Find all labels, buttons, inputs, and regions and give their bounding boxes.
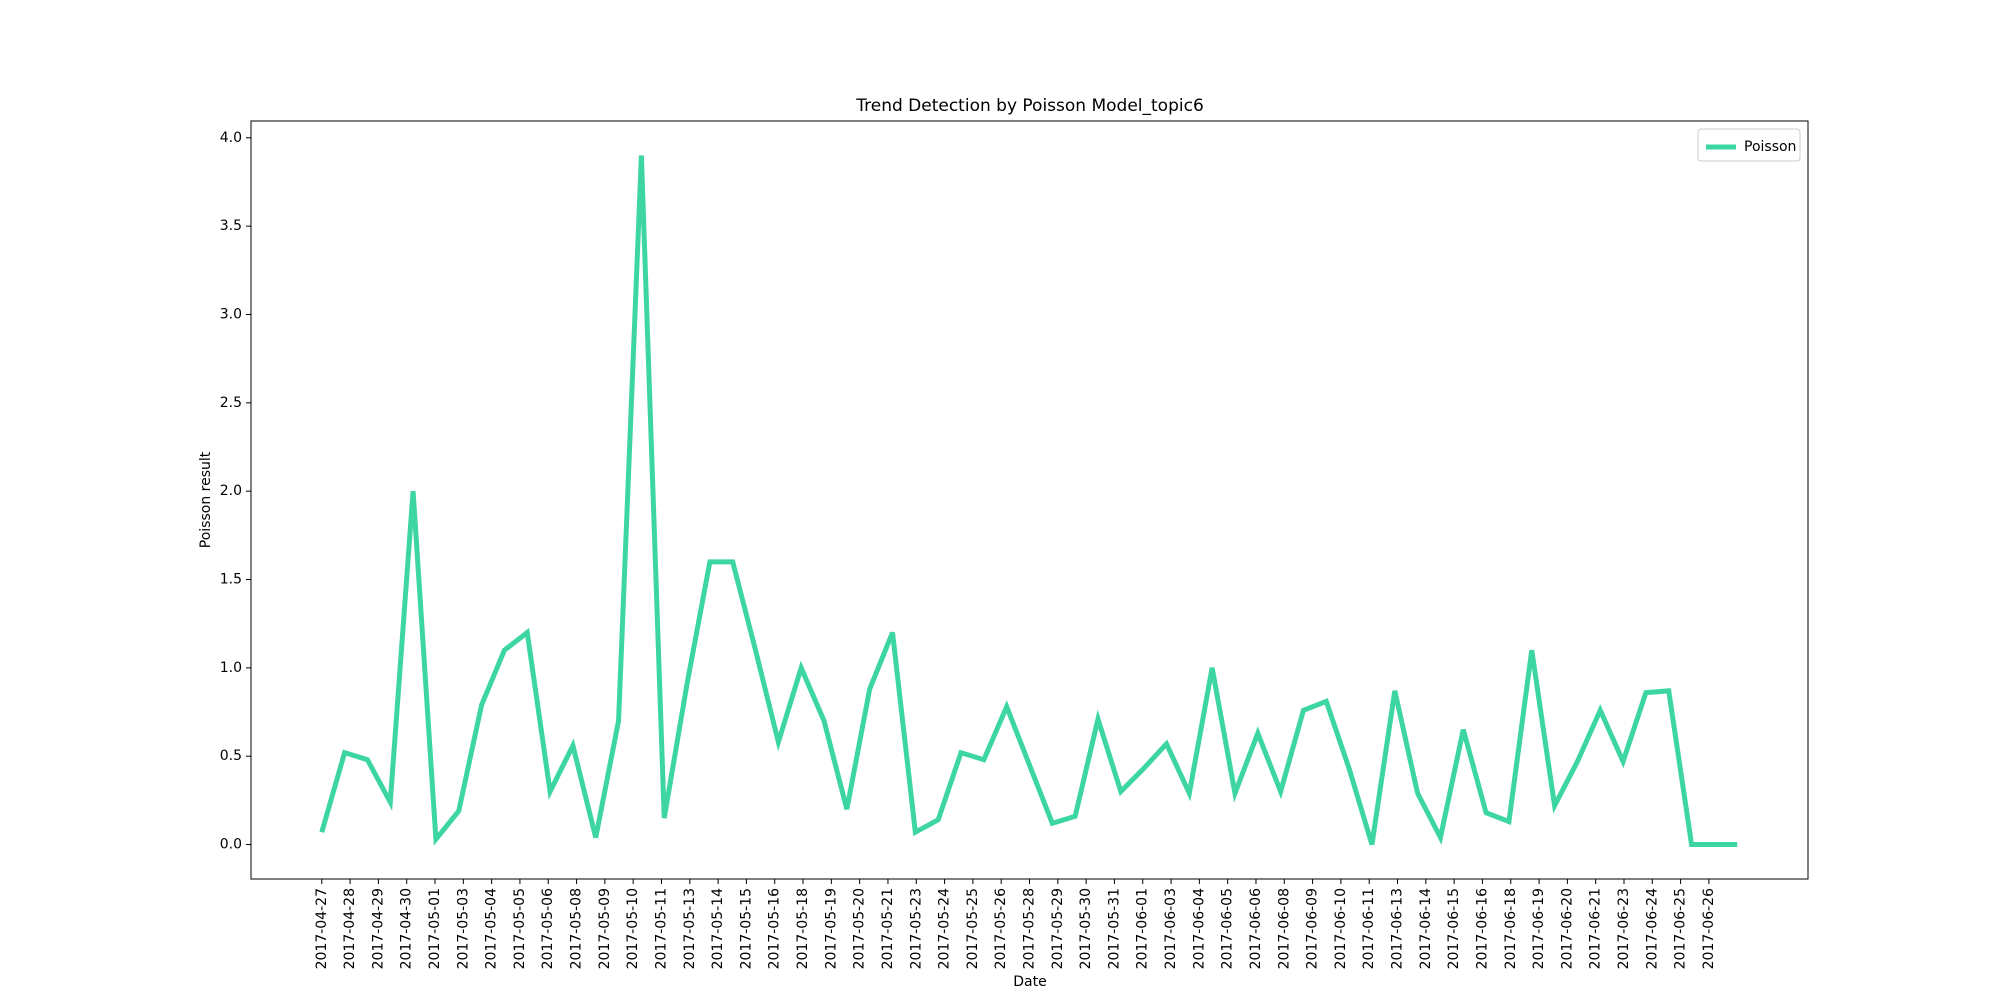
y-tick-label: 0.5 [220,748,242,764]
x-tick-label: 2017-05-23 [908,888,924,969]
x-tick-label: 2017-06-23 [1616,888,1632,969]
chart-title: Trend Detection by Poisson Model_topic6 [855,96,1204,116]
x-tick-label: 2017-06-14 [1418,888,1434,969]
x-tick-label: 2017-05-20 [852,888,868,969]
x-tick-label: 2017-05-26 [993,888,1009,969]
x-tick-label: 2017-06-21 [1588,888,1604,969]
x-tick-label: 2017-06-10 [1333,888,1349,969]
x-tick-label: 2017-06-15 [1446,888,1462,969]
x-tick-label: 2017-05-06 [540,888,556,969]
x-tick-label: 2017-04-27 [314,888,330,969]
x-tick-label: 2017-05-21 [880,888,896,969]
x-tick-label: 2017-05-14 [710,888,726,969]
legend-box [1697,128,1801,162]
x-tick-label: 2017-05-13 [682,888,698,969]
x-tick-label: 2017-06-24 [1644,888,1660,969]
x-tick-label: 2017-06-03 [1163,888,1179,969]
x-tick-label: 2017-05-11 [653,888,669,969]
x-tick-label: 2017-05-18 [795,888,811,969]
y-tick-label: 1.5 [220,572,242,588]
y-tick-label: 4.0 [220,130,242,146]
x-tick-label: 2017-05-31 [1106,888,1122,969]
x-tick-label: 2017-06-13 [1390,888,1406,969]
x-tick-label: 2017-06-04 [1191,888,1207,969]
x-tick-label: 2017-06-20 [1559,888,1575,969]
y-tick-label: 0.0 [220,837,242,853]
x-tick-label: 2017-06-05 [1220,888,1236,969]
x-tick-label: 2017-04-28 [342,888,358,969]
x-tick-label: 2017-06-16 [1474,888,1490,969]
y-tick-label: 3.5 [220,218,242,234]
x-tick-label: 2017-05-15 [738,888,754,969]
x-tick-label: 2017-06-25 [1673,888,1689,969]
y-axis-label: Poisson result [198,451,214,548]
axes-frame [250,120,1809,880]
x-tick-label: 2017-06-18 [1503,888,1519,969]
x-tick-label: 2017-06-19 [1531,888,1547,969]
x-tick-label: 2017-05-05 [512,888,528,969]
y-tick-label: 3.0 [220,306,242,322]
x-tick-label: 2017-06-26 [1701,888,1717,969]
y-tick-label: 1.0 [220,660,242,676]
x-tick-label: 2017-06-09 [1305,888,1321,969]
x-tick-label: 2017-05-30 [1078,888,1094,969]
data-line [319,155,1738,848]
x-tick-label: 2017-05-04 [484,888,500,969]
legend-label: Poisson [1744,139,1796,155]
y-tick-label: 2.5 [220,395,242,411]
x-tick-label: 2017-06-06 [1248,888,1264,969]
x-tick-label: 2017-06-11 [1361,888,1377,969]
x-tick-label: 2017-05-09 [597,888,613,969]
x-axis-label: Date [1013,974,1046,990]
x-tick-label: 2017-05-29 [1050,888,1066,969]
x-tick-label: 2017-05-03 [455,888,471,969]
x-tick-label: 2017-05-01 [427,888,443,969]
x-tick-label: 2017-05-08 [569,888,585,969]
y-tick-label: 2.0 [220,483,242,499]
x-tick-label: 2017-05-10 [625,888,641,969]
x-tick-label: 2017-04-30 [399,888,415,969]
x-tick-label: 2017-04-29 [370,888,386,969]
x-tick-label: 2017-05-28 [1022,888,1038,969]
x-tick-label: 2017-06-08 [1276,888,1292,969]
x-tick-label: 2017-06-01 [1135,888,1151,969]
x-tick-label: 2017-05-25 [965,888,981,969]
x-tick-label: 2017-05-24 [937,888,953,969]
x-tick-label: 2017-05-16 [767,888,783,969]
x-tick-label: 2017-05-19 [823,888,839,969]
